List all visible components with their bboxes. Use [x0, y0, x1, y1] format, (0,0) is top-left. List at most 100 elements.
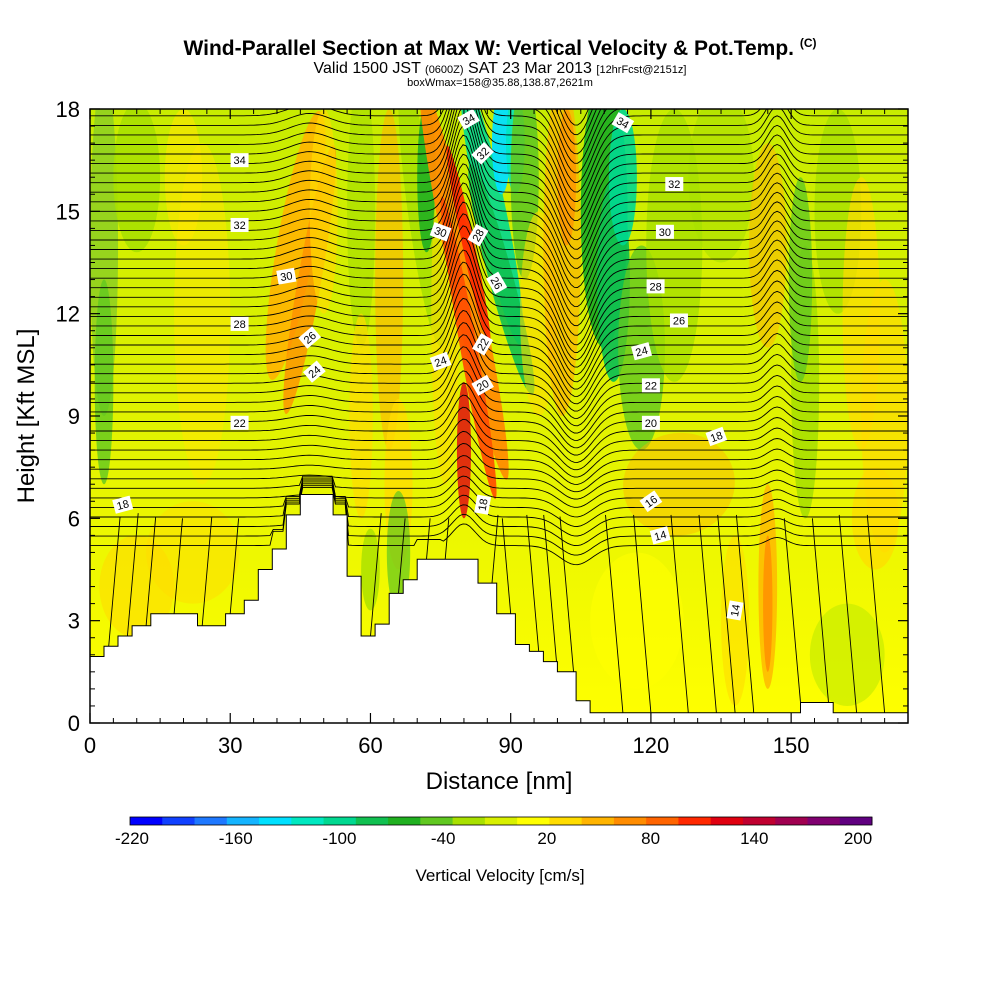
isentrope-low — [201, 516, 213, 626]
y-tick-label: 12 — [56, 302, 80, 327]
contour-label-bg — [649, 526, 671, 545]
contour-label-bg — [298, 326, 322, 349]
isentrope — [90, 487, 908, 566]
contour-label-bg — [457, 109, 480, 130]
contour-label: 20 — [471, 374, 494, 396]
isentrope — [90, 481, 908, 537]
contour-label-text: 22 — [645, 380, 657, 392]
contour-label-bg — [467, 223, 489, 247]
contour-label: 26 — [486, 271, 508, 295]
isentrope-low — [735, 514, 755, 713]
contour-label-bg — [641, 415, 660, 430]
valid-time: Valid 1500 JST — [313, 60, 421, 77]
isentrope — [90, 297, 908, 405]
isentrope-low — [370, 513, 382, 637]
isentrope — [90, 430, 908, 485]
contour-label: 34 — [230, 153, 249, 168]
colorbar-label: 20 — [537, 829, 556, 848]
colorbar-swatch — [517, 817, 550, 825]
colorbar-swatch — [839, 817, 873, 825]
colorbar-swatch — [226, 817, 260, 825]
colorbar-label: -220 — [115, 829, 149, 848]
contour-label-bg — [472, 333, 494, 356]
isentrope-low — [811, 518, 829, 703]
chart-title-main: Wind-Parallel Section at Max W: Vertical… — [183, 37, 794, 60]
isentrope — [90, 261, 908, 383]
colorbar-frame — [129, 816, 873, 826]
colorbar-swatch — [259, 817, 292, 825]
velocity-patch — [688, 109, 754, 263]
contour-label: 32 — [230, 217, 249, 232]
contour-label-text: 22 — [475, 337, 492, 354]
colorbar-label: 80 — [641, 829, 660, 848]
colorbar-label: -40 — [431, 829, 456, 848]
chart-subtitle: Valid 1500 JST (0600Z) SAT 23 Mar 2013 [… — [0, 60, 1000, 78]
colorbar-swatch — [710, 817, 744, 825]
colorbar-swatch — [678, 817, 712, 825]
x-tick-label: 60 — [358, 733, 382, 758]
colorbar-swatch — [291, 817, 325, 825]
y-tick-label: 6 — [68, 506, 80, 531]
y-tick-label: 3 — [68, 609, 80, 634]
contour-label: 18 — [112, 495, 134, 514]
contour-label-text: 28 — [649, 281, 661, 293]
colorbar-swatch — [807, 817, 841, 825]
contour-label: 18 — [474, 494, 492, 515]
contour-label-bg — [474, 494, 492, 515]
contour-label-text: 34 — [461, 112, 478, 129]
isentrope-low — [559, 516, 577, 701]
contour-label-text: 22 — [233, 418, 245, 430]
isentrope — [90, 475, 908, 518]
contour-label-text: 18 — [477, 498, 491, 512]
colorbar-label: -160 — [219, 829, 253, 848]
contour-label-text: 18 — [709, 430, 725, 445]
colorbar-swatch — [323, 817, 357, 825]
isentrope — [90, 109, 908, 241]
contour-label-bg — [112, 495, 134, 514]
contour-label-bg — [665, 177, 684, 192]
y-axis-title: Height [Kft MSL] — [13, 329, 40, 504]
colorbar-swatch — [549, 817, 583, 825]
contour-label: 22 — [472, 333, 494, 356]
isentrope — [90, 109, 908, 183]
contour-label-text: 28 — [471, 227, 488, 244]
isentrope-low — [398, 518, 406, 594]
contour-label: 28 — [646, 279, 665, 294]
contour-label-bg — [429, 351, 452, 372]
contour-label-text: 30 — [659, 227, 671, 239]
isentrope — [90, 249, 908, 375]
isentrope — [90, 418, 908, 478]
terrain — [90, 494, 908, 723]
contour-label-text: 16 — [643, 494, 660, 511]
velocity-patch — [446, 145, 491, 346]
isentrope — [90, 191, 908, 336]
contour-label: 18 — [705, 426, 728, 447]
contour-label: 22 — [641, 378, 660, 393]
contour-label-bg — [276, 267, 297, 285]
isentrope — [90, 485, 908, 556]
contour-label: 30 — [655, 224, 674, 239]
isentrope — [90, 382, 908, 456]
isentrope-low — [126, 513, 139, 637]
contour-label-bg — [611, 112, 635, 134]
isentrope-low — [838, 514, 858, 713]
colorbar-swatch — [581, 817, 615, 825]
velocity-patch — [113, 109, 161, 253]
velocity-patch — [763, 535, 773, 672]
isentrope — [90, 125, 908, 269]
isentrope — [90, 358, 908, 441]
isentrope — [90, 182, 908, 327]
isentrope — [90, 163, 908, 308]
x-tick-label: 90 — [498, 733, 522, 758]
contour-label-bg — [655, 224, 674, 239]
contour-label-bg — [639, 490, 663, 513]
colorbar-swatch — [194, 817, 228, 825]
isentrope — [90, 370, 908, 449]
contour-label-text: 26 — [673, 315, 685, 327]
contour-label-bg — [302, 360, 326, 383]
x-tick-label: 30 — [218, 733, 242, 758]
isentrope-low — [783, 518, 801, 703]
colorbar-swatch — [388, 817, 421, 825]
isentrope — [90, 466, 908, 508]
